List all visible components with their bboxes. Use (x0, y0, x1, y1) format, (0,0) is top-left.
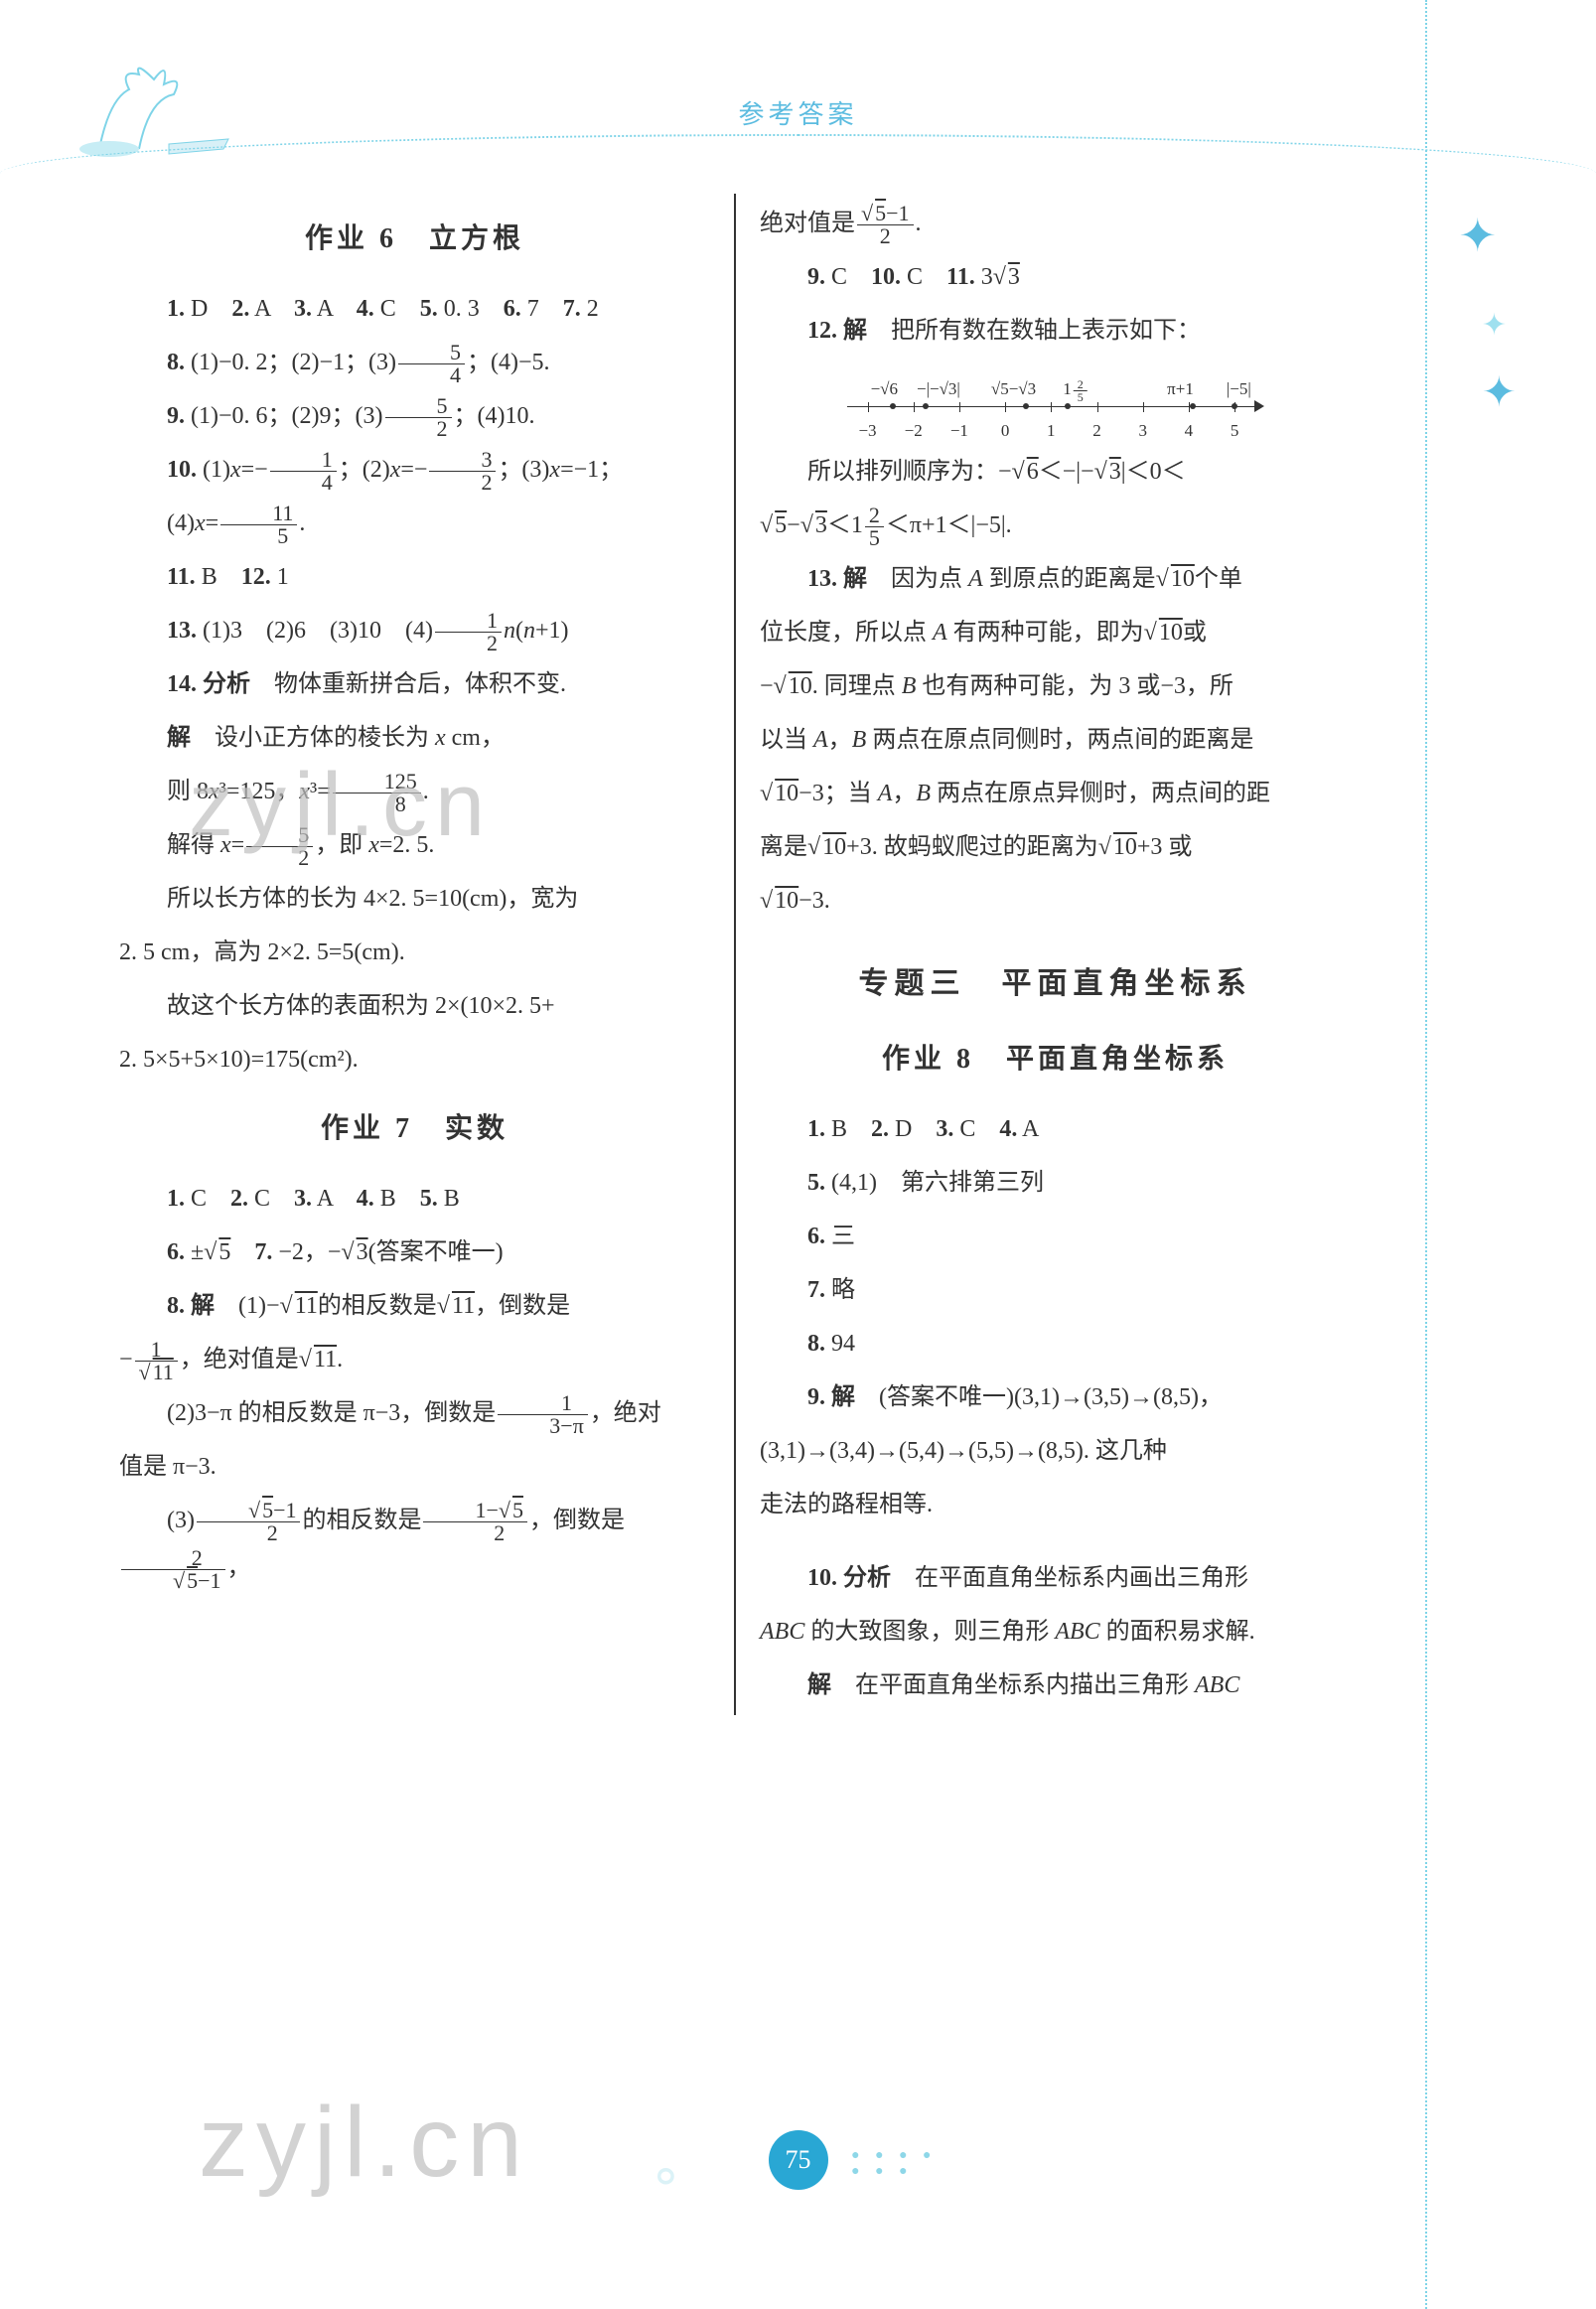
answer-line: 1. D 2. A 3. A 4. C 5. 0. 3 6. 7 7. 2 (119, 285, 710, 333)
answer-line: √10−3. (760, 877, 1351, 925)
answer-line: 8. 解 (1)−√11的相反数是√11，倒数是 (119, 1282, 710, 1330)
answer-line: 6. 三 (760, 1213, 1351, 1260)
content-area: 作业 6 立方根 1. D 2. A 3. A 4. C 5. 0. 3 6. … (99, 194, 1371, 1715)
watermark: zyjl.cn (199, 2086, 530, 2200)
big-section-title: 专题三 平面直角坐标系 (760, 954, 1351, 1014)
answer-line: (2)3−π 的相反数是 π−3，倒数是13−π，绝对 (119, 1389, 710, 1437)
dotted-curve (0, 134, 1596, 174)
answer-line: 值是 π−3. (119, 1443, 710, 1491)
answer-line: (4)x=115. (119, 500, 710, 547)
answer-line: 2. 5×5+5×10)=175(cm²). (119, 1036, 710, 1083)
answer-line: 13. 解 因为点 A 到原点的距离是√10个单 (760, 555, 1351, 603)
answer-line: −√10. 同理点 B 也有两种可能，为 3 或−3，所 (760, 662, 1351, 710)
star-icon: ✦ (1482, 367, 1517, 417)
dots-decoration-icon: ∘ (650, 2144, 683, 2207)
answer-line: 解 在平面直角坐标系内描出三角形 ABC (760, 1661, 1351, 1709)
answer-line: 位长度，所以点 A 有两种可能，即为√10或 (760, 609, 1351, 656)
answer-line: (3,1)→(3,4)→(5,4)→(5,5)→(8,5). 这几种 (760, 1427, 1351, 1475)
answer-line: 解 设小正方体的棱长为 x cm， (119, 714, 710, 762)
answer-line: 8. (1)−0. 2；(2)−1；(3)54；(4)−5. (119, 339, 710, 386)
answer-line: 5. (4,1) 第六排第三列 (760, 1159, 1351, 1207)
page-number: 75 (769, 2130, 828, 2190)
answer-line: 绝对值是√5−12. (760, 200, 1351, 247)
answer-line: 14. 分析 物体重新拼合后，体积不变. (119, 660, 710, 708)
answer-line: 离是√10+3. 故蚂蚁爬过的距离为√10+3 或 (760, 823, 1351, 871)
answer-line: 10. (1)x=−14；(2)x=−32；(3)x=−1； (119, 446, 710, 494)
answer-line: 8. 94 (760, 1320, 1351, 1368)
answer-line: 9. 解 (答案不唯一)(3,1)→(3,5)→(8,5)， (760, 1373, 1351, 1421)
answer-line: 1. C 2. C 3. A 4. B 5. B (119, 1175, 710, 1223)
section-6-title: 作业 6 立方根 (119, 212, 710, 267)
answer-line: 10. 分析 在平面直角坐标系内画出三角形 (760, 1554, 1351, 1602)
answer-line: 1. B 2. D 3. C 4. A (760, 1105, 1351, 1153)
section-8-title: 作业 8 平面直角坐标系 (760, 1032, 1351, 1087)
palm-illustration (79, 50, 238, 159)
answer-line: 走法的路程相等. (760, 1481, 1351, 1528)
number-line-diagram: −3 −2 −1 0 1 2 3 4 5 −√6 −|−√3| √5−√3 12… (847, 364, 1264, 434)
answer-line: 所以排列顺序为：−√6＜−|−√3|＜0＜ (760, 448, 1351, 496)
page-title: 参考答案 (738, 94, 857, 131)
left-column: 作业 6 立方根 1. D 2. A 3. A 4. C 5. 0. 3 6. … (99, 194, 730, 1715)
answer-line: 6. ±√5 7. −2，−√3(答案不唯一) (119, 1228, 710, 1276)
answer-line: 9. C 10. C 11. 3√3 (760, 253, 1351, 301)
answer-line: √10−3；当 A，B 两点在原点异侧时，两点间的距 (760, 770, 1351, 817)
answer-line: 故这个长方体的表面积为 2×(10×2. 5+ (119, 982, 710, 1030)
answer-line: 7. 略 (760, 1266, 1351, 1314)
right-dotted-line (1425, 0, 1427, 2309)
answer-line: ABC 的大致图象，则三角形 ABC 的面积易求解. (760, 1608, 1351, 1656)
answer-line: 解得 x=52，即 x=2. 5. (119, 821, 710, 869)
right-column: 绝对值是√5−12. 9. C 10. C 11. 3√3 12. 解 把所有数… (740, 194, 1371, 1715)
answer-line: 13. (1)3 (2)6 (3)10 (4)12n(n+1) (119, 607, 710, 654)
answer-line: 以当 A，B 两点在原点同侧时，两点间的距离是 (760, 716, 1351, 764)
answer-line: 则 8x³=125，x³=1258. (119, 768, 710, 815)
header-decoration: 参考答案 (0, 0, 1596, 179)
answer-line: 11. B 12. 1 (119, 553, 710, 601)
answer-line: −1√11，绝对值是√11. (119, 1336, 710, 1383)
answer-line: 9. (1)−0. 6；(2)9；(3)52；(4)10. (119, 392, 710, 440)
star-icon: ✦ (1482, 308, 1507, 343)
answer-line: 所以长方体的长为 4×2. 5=10(cm)，宽为 (119, 875, 710, 923)
dots-decoration-icon: ● ● ● ●● ● ● (851, 2148, 937, 2180)
column-divider (734, 194, 736, 1715)
section-7-title: 作业 7 实数 (119, 1101, 710, 1157)
answer-line: 2. 5 cm，高为 2×2. 5=5(cm). (119, 929, 710, 976)
answer-line: (3)√5−12的相反数是1−√52，倒数是2√5−1， (119, 1497, 710, 1592)
page-number-badge: ∘ 75 ● ● ● ●● ● ● (769, 2130, 828, 2190)
answer-line: 12. 解 把所有数在数轴上表示如下： (760, 307, 1351, 355)
star-icon: ✦ (1458, 209, 1497, 262)
answer-line: √5−√3＜125＜π+1＜|−5|. (760, 502, 1351, 549)
